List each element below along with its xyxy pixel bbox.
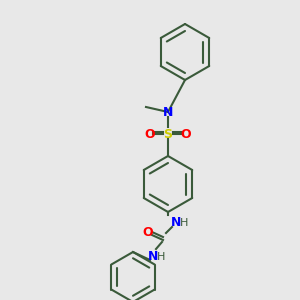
Text: N: N <box>148 250 158 263</box>
Text: S: S <box>164 128 172 140</box>
Text: H: H <box>157 252 165 262</box>
Text: O: O <box>145 128 155 140</box>
Text: H: H <box>180 218 188 228</box>
Text: N: N <box>163 106 173 118</box>
Text: O: O <box>143 226 153 238</box>
Text: O: O <box>181 128 191 140</box>
Text: N: N <box>171 217 181 230</box>
